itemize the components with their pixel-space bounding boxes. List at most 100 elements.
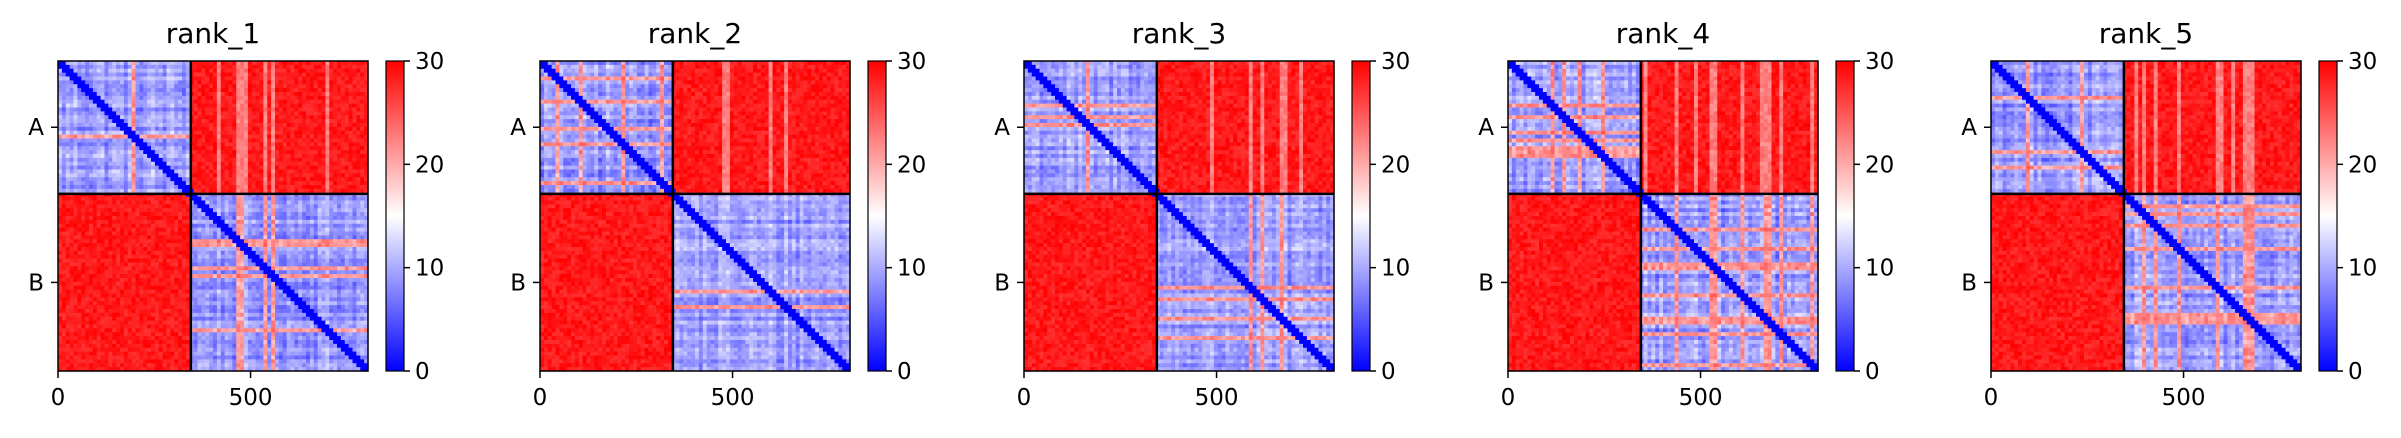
heatmap-cell xyxy=(310,154,314,158)
heatmap-cell xyxy=(209,146,213,150)
heatmap-cell xyxy=(101,96,105,100)
heatmap-cell xyxy=(248,96,252,100)
heatmap-cell xyxy=(217,154,221,158)
heatmap-cell xyxy=(132,77,136,81)
heatmap-cell xyxy=(132,111,136,115)
heatmap-cell xyxy=(77,96,81,100)
heatmap-cell xyxy=(108,201,112,205)
heatmap-cell xyxy=(360,123,364,127)
heatmap-cell xyxy=(163,150,167,154)
heatmap-cell xyxy=(337,150,341,154)
heatmap-cell xyxy=(124,80,128,84)
heatmap-cell xyxy=(229,162,233,166)
heatmap-cell xyxy=(201,104,205,108)
heatmap-cell xyxy=(244,69,248,73)
heatmap-cell xyxy=(163,135,167,139)
heatmap-cell xyxy=(147,158,151,162)
heatmap-cell xyxy=(97,119,101,123)
heatmap-cell xyxy=(93,139,97,143)
heatmap-cell xyxy=(155,69,159,73)
heatmap-cell xyxy=(97,201,101,205)
heatmap-cell xyxy=(294,111,298,115)
heatmap-cell xyxy=(329,123,333,127)
heatmap-cell xyxy=(194,158,198,162)
heatmap-cell xyxy=(120,197,124,201)
heatmap-cell xyxy=(136,127,140,131)
heatmap-cell xyxy=(178,181,182,185)
heatmap-cell xyxy=(194,100,198,104)
heatmap-cell xyxy=(333,197,337,201)
heatmap-cell xyxy=(267,96,271,100)
heatmap-cell xyxy=(291,142,295,146)
heatmap-cell xyxy=(333,173,337,177)
heatmap-cell xyxy=(287,139,291,143)
heatmap-cell xyxy=(229,197,233,201)
heatmap-cell xyxy=(267,177,271,181)
heatmap-cell xyxy=(314,65,318,69)
heatmap-cell xyxy=(163,119,167,123)
heatmap-cell xyxy=(356,123,360,127)
heatmap-cell xyxy=(112,173,116,177)
heatmap-cell xyxy=(229,135,233,139)
heatmap-cell xyxy=(291,69,295,73)
heatmap-cell xyxy=(256,197,260,201)
heatmap-cell xyxy=(252,154,256,158)
heatmap-cell xyxy=(314,201,318,205)
heatmap-cell xyxy=(105,123,109,127)
heatmap-cell xyxy=(128,204,132,208)
heatmap-cell xyxy=(74,146,78,150)
heatmap-cell xyxy=(360,162,364,166)
heatmap-cell xyxy=(128,212,132,216)
heatmap-cell xyxy=(209,185,213,189)
heatmap-cell xyxy=(112,162,116,166)
heatmap-cell xyxy=(325,65,329,69)
heatmap-cell xyxy=(132,119,136,123)
heatmap-cell xyxy=(136,123,140,127)
heatmap-cell xyxy=(74,173,78,177)
heatmap-cell xyxy=(291,146,295,150)
heatmap-cell xyxy=(240,111,244,115)
heatmap-cell xyxy=(267,212,271,216)
heatmap-cell xyxy=(178,139,182,143)
heatmap-cell xyxy=(341,208,345,212)
heatmap-cell xyxy=(360,100,364,104)
heatmap-cell xyxy=(314,150,318,154)
heatmap-cell xyxy=(244,166,248,170)
heatmap-cell xyxy=(66,69,70,73)
heatmap-cell xyxy=(356,170,360,174)
heatmap-cell xyxy=(159,96,163,100)
heatmap-cell xyxy=(93,80,97,84)
heatmap-cell xyxy=(341,181,345,185)
heatmap-cell xyxy=(225,104,229,108)
heatmap-cell xyxy=(345,69,349,73)
heatmap-cell xyxy=(66,142,70,146)
heatmap-cell xyxy=(182,92,186,96)
heatmap-cell xyxy=(74,92,78,96)
heatmap-cell xyxy=(314,170,318,174)
heatmap-cell xyxy=(116,162,120,166)
heatmap-cell xyxy=(198,127,202,131)
heatmap-cell xyxy=(353,104,357,108)
heatmap-cell xyxy=(194,197,198,201)
heatmap-cell xyxy=(287,84,291,88)
heatmap-cell xyxy=(93,127,97,131)
heatmap-cell xyxy=(167,154,171,158)
heatmap-cell xyxy=(260,84,264,88)
heatmap-cell xyxy=(353,115,357,119)
heatmap-cell xyxy=(116,166,120,170)
heatmap-cell xyxy=(77,135,81,139)
heatmap-cell xyxy=(279,77,283,81)
heatmap-cell xyxy=(291,77,295,81)
heatmap-cell xyxy=(143,173,147,177)
heatmap-cell xyxy=(97,173,101,177)
heatmap-cell xyxy=(178,115,182,119)
heatmap-cell xyxy=(182,173,186,177)
heatmap-cell xyxy=(263,104,267,108)
heatmap-cell xyxy=(314,212,318,216)
heatmap-cell xyxy=(167,139,171,143)
heatmap-cell xyxy=(163,108,167,112)
heatmap-cell xyxy=(298,73,302,77)
heatmap-cell xyxy=(213,185,217,189)
heatmap-cell xyxy=(279,208,283,212)
heatmap-cell xyxy=(89,158,93,162)
